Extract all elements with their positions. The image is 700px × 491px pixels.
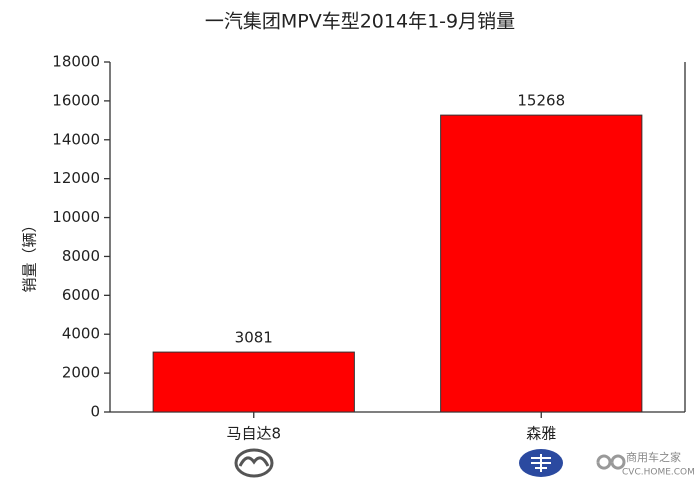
y-tick-label: 2000: [62, 364, 100, 382]
watermark-logo: [596, 454, 626, 470]
watermark-icon: [596, 454, 626, 470]
mazda-logo: [234, 448, 274, 478]
y-tick-label: 8000: [62, 247, 100, 265]
x-tick-label: 马自达8: [226, 425, 281, 443]
bar: [440, 114, 643, 413]
chart-title: 一汽集团MPV车型2014年1-9月销量: [205, 11, 515, 33]
logo-ring: [234, 448, 274, 478]
y-tick-label: 4000: [62, 325, 100, 343]
y-tick-label: 10000: [52, 208, 100, 226]
data-label: 15268: [517, 92, 565, 110]
logo-mark: [531, 454, 551, 472]
data-label: 3081: [235, 329, 273, 347]
bar: [152, 351, 355, 413]
y-tick-label: 0: [90, 403, 100, 421]
logo-wing: [238, 456, 270, 467]
y-axis-label: 销量（辆）: [21, 217, 39, 292]
y-tick-label: 12000: [52, 169, 100, 187]
y-tick-label: 18000: [52, 53, 100, 71]
faw-logo: [519, 449, 563, 477]
watermark-text: 商用车之家: [626, 450, 681, 464]
x-tick-label: 森雅: [526, 425, 556, 443]
watermark-url: CVC.HOME.COM: [622, 468, 695, 478]
y-tick-label: 16000: [52, 91, 100, 109]
y-tick-label: 14000: [52, 130, 100, 148]
y-tick-label: 6000: [62, 286, 100, 304]
